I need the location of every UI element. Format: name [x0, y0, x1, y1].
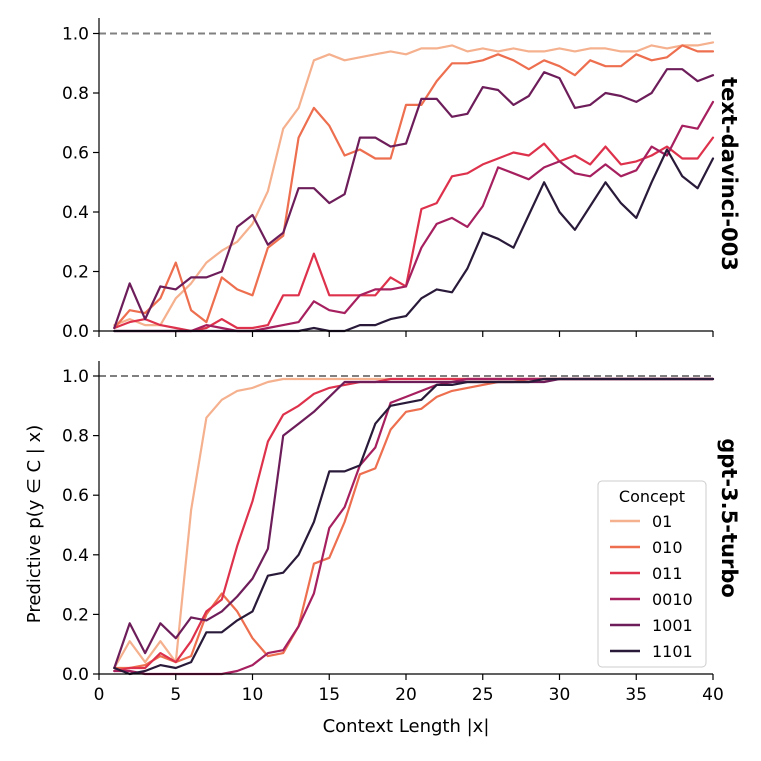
x-tick-label: 40	[702, 685, 724, 705]
series-line-0010	[113, 100, 715, 333]
series-line-1101	[113, 377, 715, 676]
bottom-x-ticks: 0 5 10 15 20 25 30 35 40	[94, 674, 724, 705]
y-tick-label: 0.2	[62, 605, 89, 625]
legend-box	[597, 480, 707, 668]
y-tick-label: 1.0	[62, 25, 89, 45]
top-panel-title: text-davinci-003	[717, 77, 741, 271]
x-axis-label: Context Length |x|	[323, 716, 490, 737]
top-y-ticks: 0.0 0.2 0.4 0.6 0.8 1.0	[62, 25, 99, 342]
legend-label-010: 010	[652, 538, 683, 557]
legend-label-0010: 0010	[652, 590, 693, 609]
x-tick-label: 15	[318, 685, 340, 705]
y-tick-label: 0.8	[62, 84, 89, 104]
legend-label-011: 011	[652, 564, 683, 583]
series-line-011	[113, 136, 715, 333]
y-tick-label: 0.6	[62, 144, 89, 164]
top-x-ticks	[98, 331, 714, 337]
legend-title: Concept	[619, 487, 685, 506]
y-tick-label: 0.2	[62, 263, 89, 283]
y-tick-label: 0.6	[62, 486, 89, 506]
y-tick-label: 1.0	[62, 367, 89, 387]
legend-label-01: 01	[652, 512, 672, 531]
bottom-y-ticks: 0.0 0.2 0.4 0.6 0.8 1.0	[62, 367, 99, 685]
series-line-1001	[113, 68, 715, 330]
y-tick-label: 0.0	[62, 665, 89, 685]
legend-label-1001: 1001	[652, 616, 693, 635]
top-panel: 0.0 0.2 0.4 0.6 0.8 1.0 text-davinci-003	[62, 18, 741, 342]
y-axis-label: Predictive p(y ∈ C | x)	[24, 425, 45, 623]
x-tick-label: 20	[395, 685, 417, 705]
x-tick-label: 30	[549, 685, 571, 705]
x-tick-label: 35	[625, 685, 647, 705]
y-tick-label: 0.4	[62, 546, 89, 566]
top-series-lines	[113, 41, 715, 333]
series-line-1101	[113, 148, 715, 333]
series-line-01	[113, 41, 715, 327]
legend: Concept 01 010 011 0010 1001 1101	[597, 480, 707, 668]
x-tick-label: 5	[170, 685, 181, 705]
legend-items: 01 010 011 0010 1001 1101	[610, 512, 693, 661]
series-line-010	[113, 44, 715, 330]
y-tick-label: 0.0	[62, 322, 89, 342]
legend-label-1101: 1101	[652, 642, 693, 661]
y-tick-label: 0.4	[62, 203, 89, 223]
bottom-panel-title: gpt-3.5-turbo	[717, 438, 741, 598]
x-tick-label: 0	[94, 685, 105, 705]
bottom-panel: 0.0 0.2 0.4 0.6 0.8 1.0 0 5 10 15 20 25 30 35 40 gpt-…	[24, 361, 741, 737]
x-tick-label: 25	[472, 685, 494, 705]
y-tick-label: 0.8	[62, 427, 89, 447]
x-tick-label: 10	[242, 685, 264, 705]
